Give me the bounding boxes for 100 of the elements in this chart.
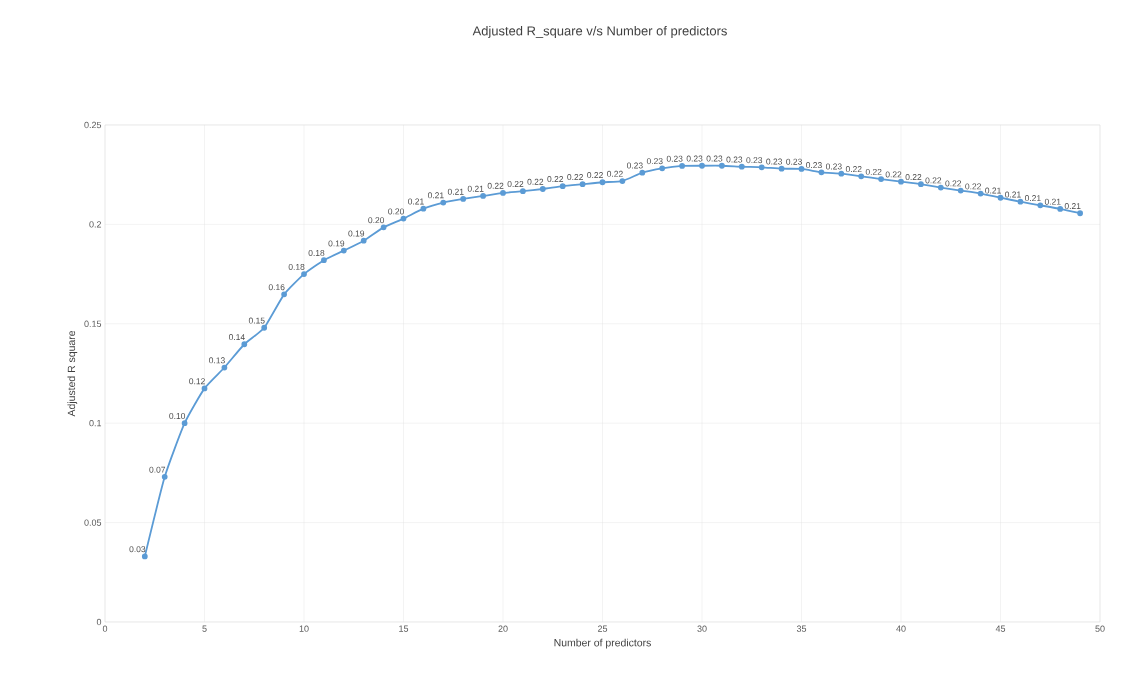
data-label: 0.16 bbox=[268, 284, 285, 291]
point bbox=[141, 553, 148, 560]
x-tick-label: 10 bbox=[299, 625, 309, 632]
data-label: 0.22 bbox=[865, 168, 882, 175]
point bbox=[579, 181, 586, 188]
x-tick-label: 30 bbox=[697, 625, 707, 632]
point bbox=[858, 173, 865, 180]
point bbox=[480, 193, 486, 199]
data-label: 0.22 bbox=[885, 171, 902, 178]
data-label: 0.21 bbox=[1024, 195, 1041, 202]
x-tick-label: 5 bbox=[202, 625, 207, 632]
y-tick-label: 0.05 bbox=[84, 519, 102, 526]
point bbox=[1077, 210, 1083, 217]
x-tick-label: 35 bbox=[796, 625, 807, 632]
data-label: 0.23 bbox=[806, 162, 822, 169]
data-label: 0.20 bbox=[388, 208, 404, 215]
y-tick-label: 0.15 bbox=[84, 320, 102, 327]
point bbox=[520, 188, 526, 195]
data-label: 0.03 bbox=[129, 546, 146, 553]
point bbox=[719, 162, 725, 169]
data-label: 0.22 bbox=[487, 182, 504, 189]
data-label: 0.18 bbox=[308, 249, 325, 256]
point bbox=[301, 271, 307, 277]
point bbox=[918, 181, 924, 188]
data-label: 0.22 bbox=[587, 172, 603, 179]
point bbox=[281, 291, 287, 298]
point bbox=[440, 199, 447, 206]
point bbox=[937, 184, 944, 191]
x-tick-label: 15 bbox=[399, 625, 409, 632]
point bbox=[599, 179, 606, 186]
point bbox=[997, 194, 1004, 201]
x-tick-label: 45 bbox=[995, 625, 1006, 632]
point bbox=[460, 196, 467, 202]
data-label: 0.22 bbox=[547, 176, 564, 183]
point bbox=[360, 237, 367, 244]
point bbox=[619, 178, 626, 184]
chart-title: Adjusted R_square v/s Number of predictors bbox=[472, 25, 727, 39]
data-label: 0.23 bbox=[706, 155, 723, 162]
data-label: 0.22 bbox=[567, 174, 583, 181]
y-tick-label: 0.25 bbox=[84, 121, 102, 129]
data-label: 0.22 bbox=[607, 170, 623, 177]
data-label: 0.23 bbox=[726, 156, 743, 163]
data-label: 0.23 bbox=[825, 163, 842, 170]
point bbox=[340, 247, 347, 254]
point bbox=[738, 163, 745, 170]
data-label: 0.15 bbox=[248, 317, 265, 324]
point bbox=[241, 341, 248, 348]
x-tick-label: 25 bbox=[597, 625, 608, 632]
point bbox=[778, 165, 785, 172]
point bbox=[380, 224, 387, 231]
point bbox=[977, 190, 984, 197]
data-label: 0.20 bbox=[368, 217, 385, 224]
point bbox=[1037, 202, 1044, 209]
data-label: 0.21 bbox=[1005, 191, 1021, 198]
data-label: 0.23 bbox=[786, 158, 802, 165]
x-tick-label: 50 bbox=[1095, 625, 1105, 632]
data-label: 0.23 bbox=[626, 162, 643, 169]
data-label: 0.22 bbox=[507, 181, 524, 187]
point bbox=[798, 166, 805, 172]
data-label: 0.21 bbox=[1064, 203, 1081, 210]
x-tick-label: 20 bbox=[498, 625, 508, 632]
point bbox=[559, 183, 566, 190]
point bbox=[639, 169, 646, 176]
point bbox=[659, 165, 666, 172]
data-label: 0.23 bbox=[746, 157, 763, 164]
data-label: 0.22 bbox=[965, 183, 981, 190]
data-label: 0.13 bbox=[209, 357, 225, 364]
point bbox=[500, 190, 506, 196]
point bbox=[758, 164, 765, 171]
data-label: 0.23 bbox=[666, 155, 683, 162]
x-tick-label: 40 bbox=[896, 625, 906, 632]
data-label: 0.21 bbox=[427, 192, 444, 199]
point bbox=[818, 169, 825, 176]
point bbox=[699, 162, 705, 169]
x-axis-title: Number of predictors bbox=[554, 638, 651, 649]
x-tick-label: 0 bbox=[102, 625, 108, 632]
data-label: 0.21 bbox=[467, 185, 484, 192]
data-label: 0.22 bbox=[945, 180, 962, 187]
data-label: 0.22 bbox=[905, 174, 922, 181]
data-label: 0.22 bbox=[845, 166, 862, 173]
data-label: 0.10 bbox=[169, 413, 186, 419]
point bbox=[420, 205, 427, 212]
data-label: 0.19 bbox=[348, 230, 365, 237]
data-label: 0.12 bbox=[189, 378, 205, 385]
point bbox=[898, 178, 904, 185]
data-label: 0.21 bbox=[408, 198, 424, 205]
point bbox=[400, 215, 407, 222]
data-label: 0.19 bbox=[328, 240, 345, 247]
y-tick-label: 0.1 bbox=[89, 420, 102, 427]
point bbox=[957, 187, 964, 194]
data-label: 0.22 bbox=[925, 177, 942, 184]
point bbox=[221, 364, 228, 371]
data-label: 0.23 bbox=[686, 155, 703, 162]
data-label: 0.21 bbox=[447, 188, 464, 195]
point bbox=[321, 257, 327, 264]
point bbox=[1057, 205, 1064, 212]
data-label: 0.23 bbox=[766, 158, 783, 165]
data-label: 0.14 bbox=[228, 334, 245, 341]
y-tick-label: 0 bbox=[96, 618, 102, 626]
point bbox=[1017, 198, 1024, 205]
